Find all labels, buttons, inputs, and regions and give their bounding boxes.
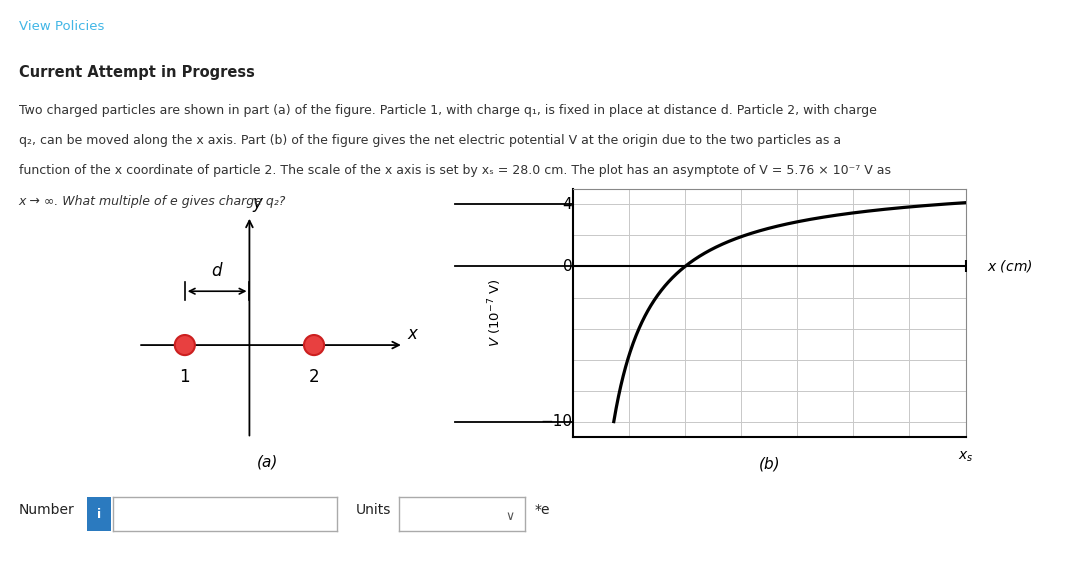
Text: function of the x coordinate of particle 2. The scale of the x axis is set by xₛ: function of the x coordinate of particle… [19, 164, 890, 177]
Text: $x$: $x$ [407, 325, 420, 343]
Text: x → ∞. What multiple of e gives charge q₂?: x → ∞. What multiple of e gives charge q… [19, 195, 286, 208]
Circle shape [175, 335, 195, 355]
Text: 4: 4 [563, 197, 572, 212]
Text: $V$ (10$^{-7}$ V): $V$ (10$^{-7}$ V) [487, 279, 504, 347]
Text: Units: Units [356, 504, 391, 517]
Text: 2: 2 [309, 368, 320, 386]
Text: *e: *e [535, 504, 550, 517]
Circle shape [304, 335, 324, 355]
Text: Current Attempt in Progress: Current Attempt in Progress [19, 65, 254, 80]
Text: i: i [97, 508, 101, 521]
Text: Two charged particles are shown in part (a) of the figure. Particle 1, with char: Two charged particles are shown in part … [19, 104, 876, 117]
Text: $y$: $y$ [252, 196, 265, 214]
Text: Number: Number [19, 504, 74, 517]
Text: ∨: ∨ [505, 509, 514, 523]
Text: (a): (a) [256, 454, 278, 469]
Text: $x$ (cm): $x$ (cm) [986, 258, 1032, 275]
Text: 0: 0 [563, 259, 572, 274]
Text: $d$: $d$ [211, 262, 224, 280]
Text: q₂, can be moved along the x axis. Part (b) of the figure gives the net electric: q₂, can be moved along the x axis. Part … [19, 134, 841, 147]
Text: −10: −10 [540, 414, 572, 429]
Text: View Policies: View Policies [19, 20, 104, 33]
Text: (b): (b) [758, 457, 780, 472]
Text: 1: 1 [180, 368, 190, 386]
Text: $x_s$: $x_s$ [958, 450, 973, 464]
